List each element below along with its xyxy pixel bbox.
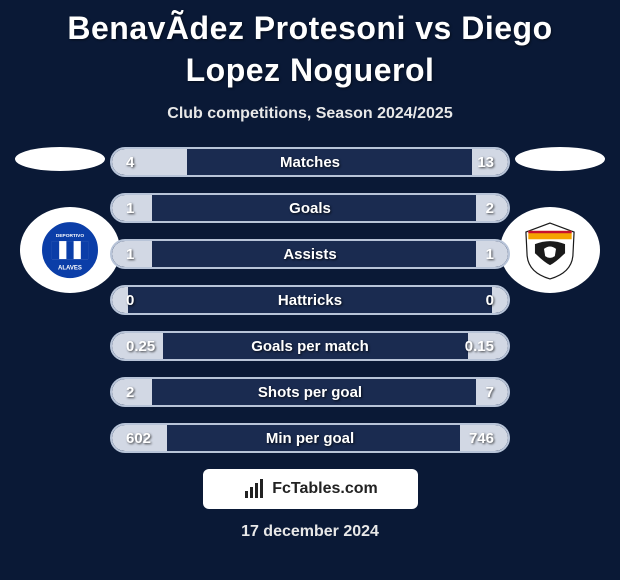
stat-label: Goals per match <box>112 333 508 359</box>
stat-label: Assists <box>112 241 508 267</box>
stat-value-right: 13 <box>477 149 494 175</box>
stat-label: Hattricks <box>112 287 508 313</box>
stat-value-left: 2 <box>126 379 134 405</box>
stat-label: Goals <box>112 195 508 221</box>
stat-value-right: 0 <box>486 287 494 313</box>
stat-label: Min per goal <box>112 425 508 451</box>
stat-value-right: 1 <box>486 241 494 267</box>
stat-row: Hattricks0 0 <box>110 285 510 315</box>
comparison-panel: DEPORTIVO ALAVES Matches413Goals12Assist… <box>0 147 620 453</box>
club-crest-left: DEPORTIVO ALAVES <box>20 207 120 293</box>
player-right-avatar <box>515 147 605 171</box>
svg-text:ALAVES: ALAVES <box>58 265 82 271</box>
stat-value-right: 746 <box>469 425 494 451</box>
stat-row: Goals1 2 <box>110 193 510 223</box>
stats-bars: Matches413Goals12Assists11Hattricks00Goa… <box>110 147 510 453</box>
stat-value-right: 0.15 <box>465 333 494 359</box>
page-title: BenavÃ­dez Protesoni vs Diego Lopez Nogu… <box>0 0 620 95</box>
valencia-crest-icon <box>515 220 585 280</box>
stat-value-right: 7 <box>486 379 494 405</box>
brand-badge: FcTables.com <box>203 469 418 509</box>
stat-value-left: 1 <box>126 195 134 221</box>
stat-value-left: 1 <box>126 241 134 267</box>
stat-row: Min per goal602 746 <box>110 423 510 453</box>
stat-label: Matches <box>112 149 508 175</box>
stat-value-left: 0.25 <box>126 333 155 359</box>
footer-date: 17 december 2024 <box>0 523 620 541</box>
stat-label: Shots per goal <box>112 379 508 405</box>
stat-value-right: 2 <box>486 195 494 221</box>
brand-text: FcTables.com <box>272 480 378 498</box>
alaves-crest-icon: DEPORTIVO ALAVES <box>35 220 105 280</box>
svg-text:DEPORTIVO: DEPORTIVO <box>56 233 85 239</box>
club-crest-right <box>500 207 600 293</box>
stat-row: Matches4 13 <box>110 147 510 177</box>
player-left-avatar <box>15 147 105 171</box>
stat-row: Goals per match0.25 0.15 <box>110 331 510 361</box>
stat-value-left: 4 <box>126 149 134 175</box>
stat-row: Shots per goal2 7 <box>110 377 510 407</box>
stat-value-left: 0 <box>126 287 134 313</box>
stat-row: Assists1 1 <box>110 239 510 269</box>
chart-icon <box>242 477 266 501</box>
stat-value-left: 602 <box>126 425 151 451</box>
subtitle: Club competitions, Season 2024/2025 <box>0 105 620 123</box>
